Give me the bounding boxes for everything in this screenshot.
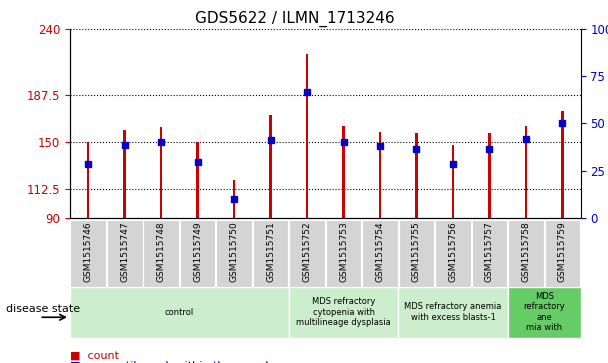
Bar bbox=[123, 130, 126, 218]
Text: MDS
refractory
ane
mia with: MDS refractory ane mia with bbox=[523, 292, 565, 332]
Bar bbox=[70, 287, 289, 338]
Text: GSM1515753: GSM1515753 bbox=[339, 222, 348, 282]
Bar bbox=[379, 132, 381, 218]
Text: disease state: disease state bbox=[6, 303, 80, 314]
Text: GSM1515758: GSM1515758 bbox=[522, 222, 530, 282]
FancyBboxPatch shape bbox=[107, 220, 142, 287]
Text: GSM1515751: GSM1515751 bbox=[266, 222, 275, 282]
FancyBboxPatch shape bbox=[399, 220, 434, 287]
Bar bbox=[452, 145, 454, 218]
Text: GSM1515759: GSM1515759 bbox=[558, 222, 567, 282]
FancyBboxPatch shape bbox=[435, 220, 471, 287]
Bar bbox=[233, 180, 235, 218]
FancyBboxPatch shape bbox=[143, 220, 179, 287]
FancyBboxPatch shape bbox=[216, 220, 252, 287]
Text: control: control bbox=[165, 308, 194, 317]
FancyBboxPatch shape bbox=[362, 220, 398, 287]
FancyBboxPatch shape bbox=[253, 220, 288, 287]
Bar bbox=[87, 142, 89, 218]
FancyBboxPatch shape bbox=[326, 220, 361, 287]
Text: GSM1515746: GSM1515746 bbox=[84, 222, 92, 282]
Bar bbox=[306, 54, 308, 218]
Text: ■  count: ■ count bbox=[70, 350, 119, 360]
Bar bbox=[415, 134, 418, 218]
Bar bbox=[342, 126, 345, 218]
Bar bbox=[196, 142, 199, 218]
Bar bbox=[160, 127, 162, 218]
Text: GSM1515749: GSM1515749 bbox=[193, 222, 202, 282]
FancyBboxPatch shape bbox=[508, 220, 544, 287]
Text: GSM1515750: GSM1515750 bbox=[230, 222, 238, 282]
Text: MDS refractory
cytopenia with
multilineage dysplasia: MDS refractory cytopenia with multilinea… bbox=[296, 297, 391, 327]
Bar bbox=[561, 111, 564, 218]
Text: GSM1515754: GSM1515754 bbox=[376, 222, 384, 282]
Text: GSM1515747: GSM1515747 bbox=[120, 222, 129, 282]
Text: GDS5622 / ILMN_1713246: GDS5622 / ILMN_1713246 bbox=[195, 11, 395, 27]
Bar bbox=[508, 287, 581, 338]
FancyBboxPatch shape bbox=[180, 220, 215, 287]
Text: MDS refractory anemia
with excess blasts-1: MDS refractory anemia with excess blasts… bbox=[404, 302, 502, 322]
Text: ■  percentile rank within the sample: ■ percentile rank within the sample bbox=[70, 361, 275, 363]
Text: GSM1515752: GSM1515752 bbox=[303, 222, 311, 282]
Bar bbox=[525, 126, 527, 218]
Text: GSM1515748: GSM1515748 bbox=[157, 222, 165, 282]
Bar bbox=[398, 287, 508, 338]
FancyBboxPatch shape bbox=[71, 220, 106, 287]
Text: GSM1515757: GSM1515757 bbox=[485, 222, 494, 282]
FancyBboxPatch shape bbox=[545, 220, 580, 287]
Bar bbox=[289, 287, 398, 338]
Bar bbox=[488, 134, 491, 218]
FancyBboxPatch shape bbox=[472, 220, 507, 287]
Bar bbox=[269, 115, 272, 218]
FancyBboxPatch shape bbox=[289, 220, 325, 287]
Text: GSM1515755: GSM1515755 bbox=[412, 222, 421, 282]
Text: GSM1515756: GSM1515756 bbox=[449, 222, 457, 282]
